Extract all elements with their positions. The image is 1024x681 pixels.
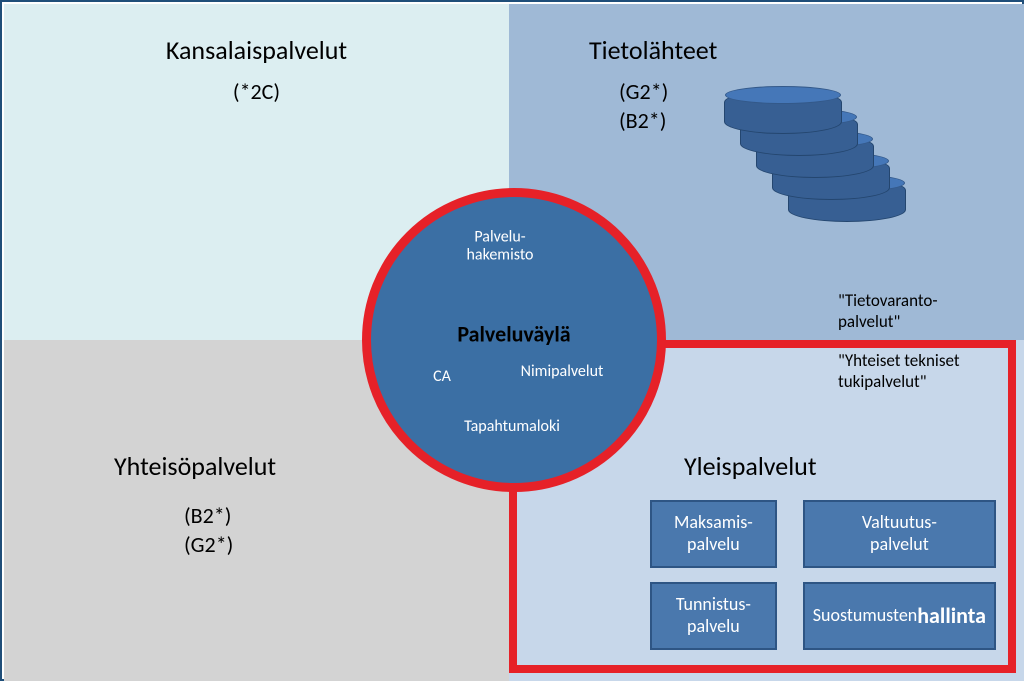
quadrant-title: Tietolähteet <box>589 34 1004 66</box>
circle-item: Nimipalvelut <box>521 363 604 381</box>
code-line: (G2*) <box>184 531 489 560</box>
circle-title: Palveluväylä <box>457 321 570 348</box>
service-box: Maksamis-palvelu <box>650 500 777 568</box>
circle-item: CA <box>433 368 451 386</box>
code-line: (B2*) <box>184 502 489 531</box>
side-note: "Tietovaranto-palvelut" <box>838 290 938 333</box>
service-box: Suostumustenhallinta <box>803 582 996 650</box>
quadrant-title: Yleispalvelut <box>684 450 1004 482</box>
service-grid: Maksamis-palvelu Valtuutus-palvelut Tunnis… <box>650 500 996 650</box>
code-line: (*2C) <box>24 78 489 107</box>
quadrant-title: Kansalaispalvelut <box>24 34 489 66</box>
circle-item: Palvelu-hakemisto <box>467 229 534 266</box>
database-cylinder-icon <box>724 90 842 134</box>
diagram-canvas: Kansalaispalvelut (*2C) Tietolähteet (G2… <box>0 0 1024 681</box>
circle-item: Tapahtumaloki <box>464 418 560 436</box>
service-box: Tunnistus-palvelu <box>650 582 777 650</box>
database-stack-icon <box>724 90 906 242</box>
quadrant-codes: (B2*) (G2*) <box>184 502 489 559</box>
quadrant-codes: (*2C) <box>24 78 489 107</box>
side-note: "Yhteiset teknisettukipalvelut" <box>838 350 960 393</box>
service-box: Valtuutus-palvelut <box>803 500 996 568</box>
